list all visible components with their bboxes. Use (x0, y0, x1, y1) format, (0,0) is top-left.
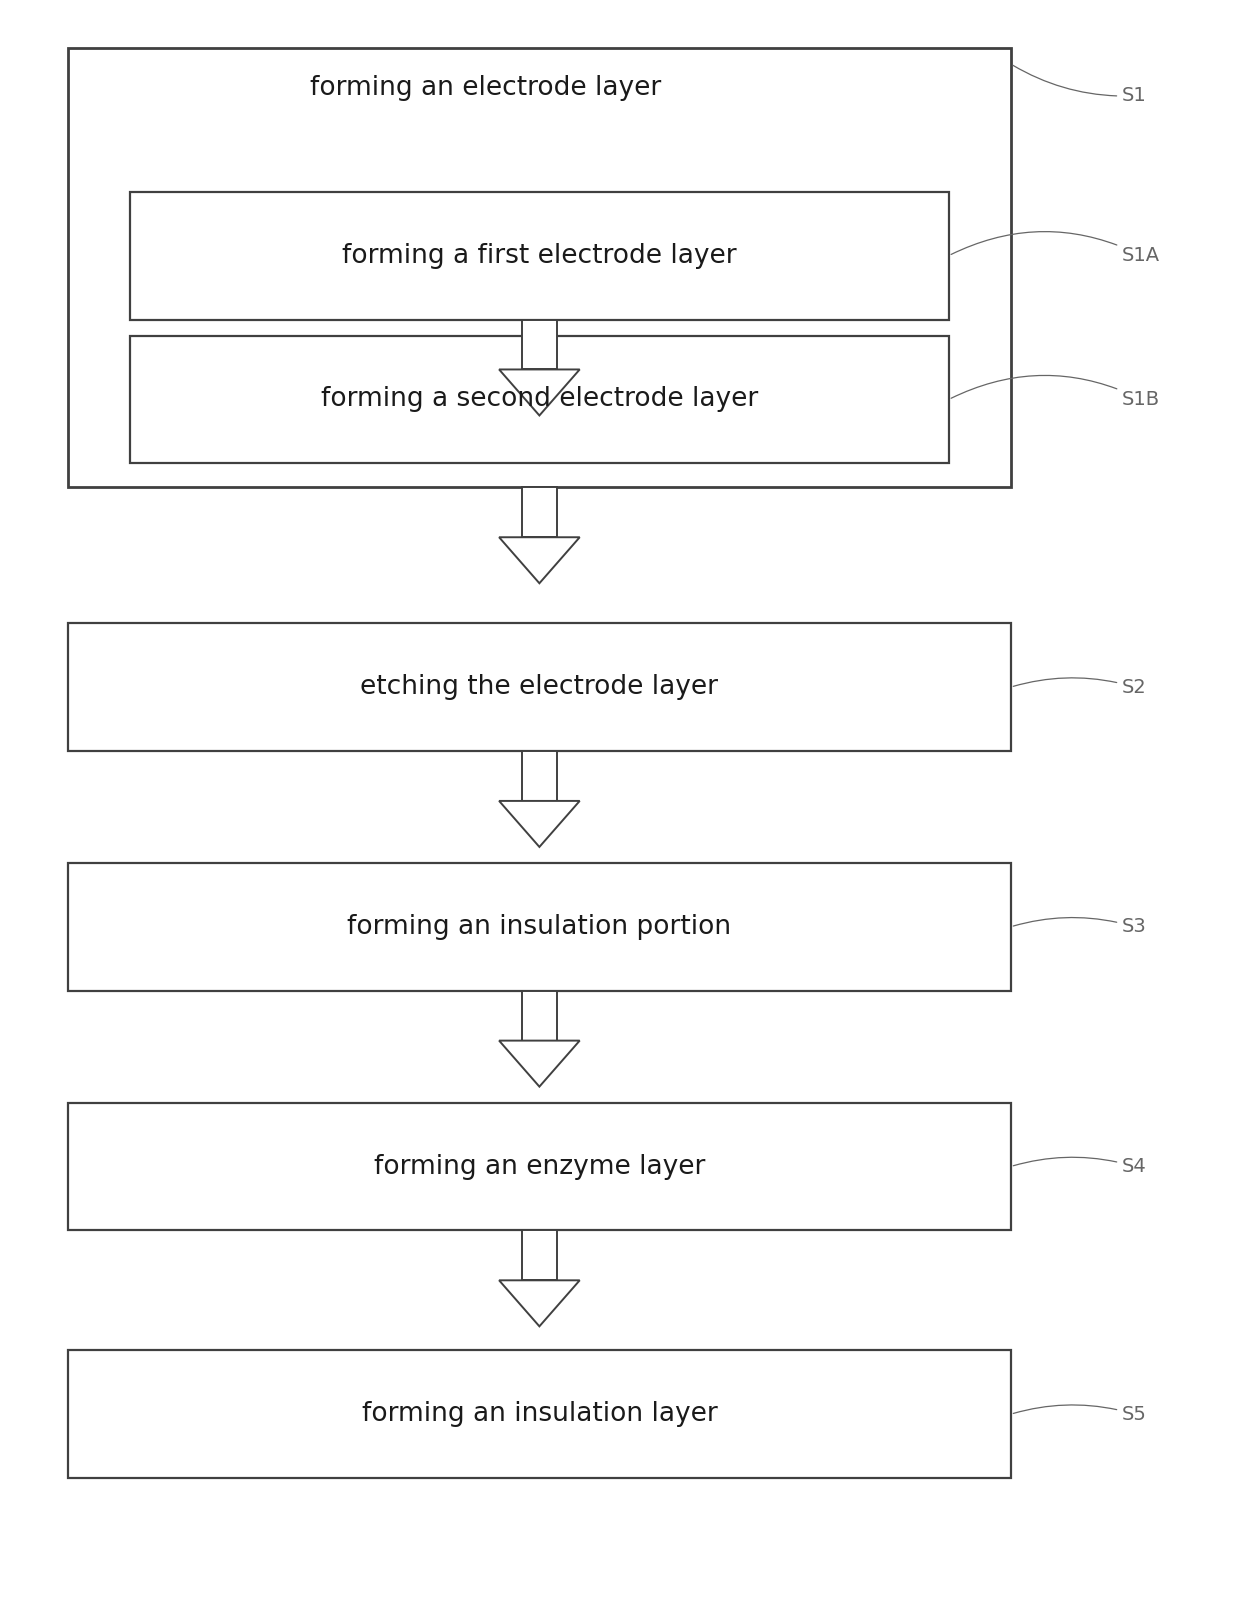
Bar (68, 1103, 1011, 1230)
Polygon shape (498, 1040, 580, 1087)
Text: etching the electrode layer: etching the electrode layer (361, 674, 718, 700)
Text: S5: S5 (1013, 1405, 1147, 1424)
Bar (68, 48, 1011, 487)
Bar (130, 192, 949, 320)
Text: forming an electrode layer: forming an electrode layer (310, 75, 661, 101)
Bar (68, 863, 1011, 991)
Bar (522, 487, 557, 537)
Text: S1A: S1A (951, 232, 1161, 265)
Text: S1B: S1B (951, 376, 1161, 409)
Polygon shape (498, 537, 580, 583)
Bar (68, 1350, 1011, 1478)
Text: forming a second electrode layer: forming a second electrode layer (321, 387, 758, 412)
Text: forming an insulation portion: forming an insulation portion (347, 914, 732, 940)
Bar (68, 623, 1011, 751)
Text: forming an insulation layer: forming an insulation layer (362, 1401, 717, 1427)
Text: forming a first electrode layer: forming a first electrode layer (342, 243, 737, 268)
Text: S3: S3 (1013, 917, 1147, 936)
Polygon shape (498, 369, 580, 415)
Bar (522, 751, 557, 801)
Text: S4: S4 (1013, 1157, 1147, 1176)
Bar (130, 336, 949, 463)
Text: S2: S2 (1013, 678, 1147, 697)
Bar (522, 1230, 557, 1280)
Bar (522, 991, 557, 1040)
Bar (522, 320, 557, 369)
Polygon shape (498, 1280, 580, 1326)
Text: S1: S1 (1013, 66, 1147, 105)
Polygon shape (498, 801, 580, 847)
Text: forming an enzyme layer: forming an enzyme layer (373, 1154, 706, 1179)
